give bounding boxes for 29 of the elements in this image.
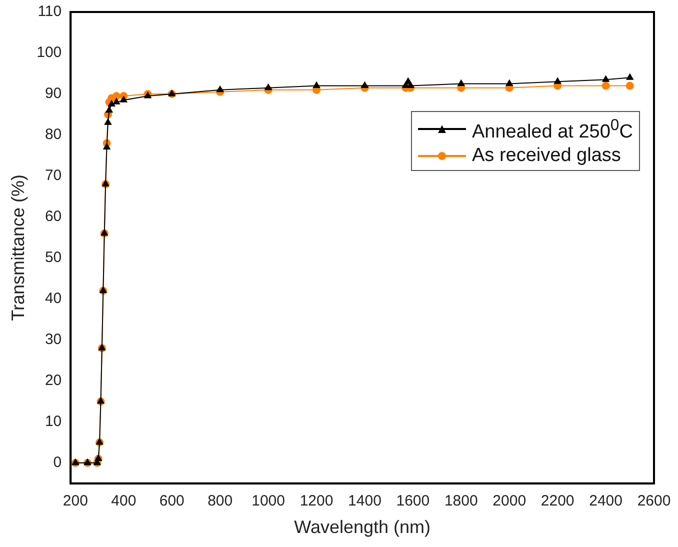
x-tick-label: 400 (111, 492, 136, 510)
legend-label: Annealed at 250$^{0}$C (472, 116, 633, 144)
x-tick-label: 200 (62, 492, 88, 510)
y-tick-label: 30 (44, 331, 62, 348)
y-tick-label: 90 (44, 85, 62, 102)
x-tick-label: 2400 (589, 492, 622, 510)
y-tick-label: 110 (38, 3, 62, 20)
y-tick-label: 60 (44, 208, 62, 226)
y-tick-label: 40 (44, 290, 62, 308)
y-tick-label: 80 (44, 126, 62, 144)
legend-label: As received glass (472, 144, 621, 168)
y-tick-label: 70 (44, 167, 62, 184)
x-tick-label: 600 (159, 492, 184, 510)
x-axis-title: Wavelength (nm) (294, 517, 431, 538)
y-tick-label: 10 (44, 413, 62, 430)
x-tick-label: 2000 (492, 492, 526, 510)
y-tick-label: 0 (53, 454, 62, 472)
x-tick-label: 2600 (637, 492, 671, 510)
x-tick-label: 2200 (540, 492, 574, 510)
y-tick-label: 20 (44, 372, 62, 390)
x-tick-label: 1400 (348, 492, 382, 510)
x-tick-label: 1600 (396, 492, 430, 510)
x-tick-label: 800 (208, 492, 233, 510)
x-tick-label: 1000 (252, 492, 285, 510)
x-tick-label: 1800 (444, 492, 478, 510)
x-tick-label: 1200 (300, 492, 334, 510)
y-axis-title: Transmittance (%) (8, 174, 28, 321)
y-tick-label: 100 (36, 44, 62, 62)
y-tick-label: 50 (44, 249, 62, 266)
